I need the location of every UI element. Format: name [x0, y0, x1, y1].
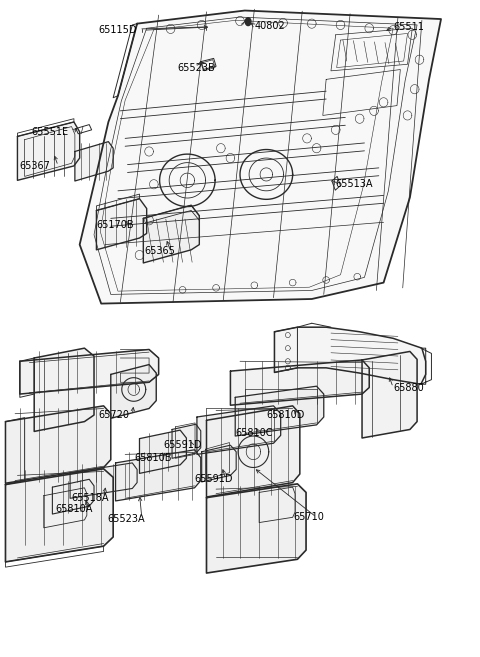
Polygon shape — [202, 445, 236, 482]
Polygon shape — [172, 424, 201, 459]
Text: 65523B: 65523B — [178, 62, 216, 72]
Polygon shape — [5, 406, 111, 484]
Polygon shape — [111, 365, 156, 419]
Text: 65511: 65511 — [393, 22, 424, 32]
Polygon shape — [275, 327, 426, 384]
Polygon shape — [197, 406, 281, 455]
Text: 40802: 40802 — [254, 20, 285, 31]
Text: 65710: 65710 — [294, 512, 324, 522]
Polygon shape — [116, 450, 201, 501]
Text: 65810B: 65810B — [135, 453, 172, 463]
Text: 65551E: 65551E — [32, 127, 69, 137]
Text: 65810C: 65810C — [235, 428, 273, 438]
Polygon shape — [52, 480, 94, 514]
Polygon shape — [34, 348, 94, 432]
Polygon shape — [235, 386, 324, 436]
Text: 65810D: 65810D — [266, 410, 305, 420]
Polygon shape — [206, 406, 300, 497]
Text: 65880: 65880 — [393, 382, 424, 392]
Polygon shape — [80, 11, 441, 304]
Polygon shape — [362, 351, 417, 438]
Text: 65367: 65367 — [20, 161, 51, 171]
Text: 65365: 65365 — [144, 246, 175, 256]
Polygon shape — [206, 484, 306, 573]
Text: 65513A: 65513A — [336, 179, 373, 189]
Text: 65523A: 65523A — [107, 514, 144, 524]
Text: 65810A: 65810A — [56, 505, 93, 514]
Polygon shape — [96, 198, 147, 250]
Polygon shape — [20, 350, 158, 394]
Polygon shape — [70, 463, 137, 498]
Polygon shape — [245, 18, 251, 26]
Text: 65591D: 65591D — [163, 440, 202, 450]
Polygon shape — [17, 122, 80, 180]
Text: 65518A: 65518A — [72, 493, 109, 503]
Polygon shape — [75, 142, 113, 181]
Text: 65591D: 65591D — [194, 474, 233, 484]
Text: 65720: 65720 — [99, 410, 130, 420]
Text: 65170B: 65170B — [96, 220, 134, 230]
Polygon shape — [230, 360, 369, 405]
Polygon shape — [140, 430, 186, 474]
Polygon shape — [144, 205, 199, 263]
Polygon shape — [5, 469, 113, 562]
Text: 65115D: 65115D — [98, 25, 137, 35]
